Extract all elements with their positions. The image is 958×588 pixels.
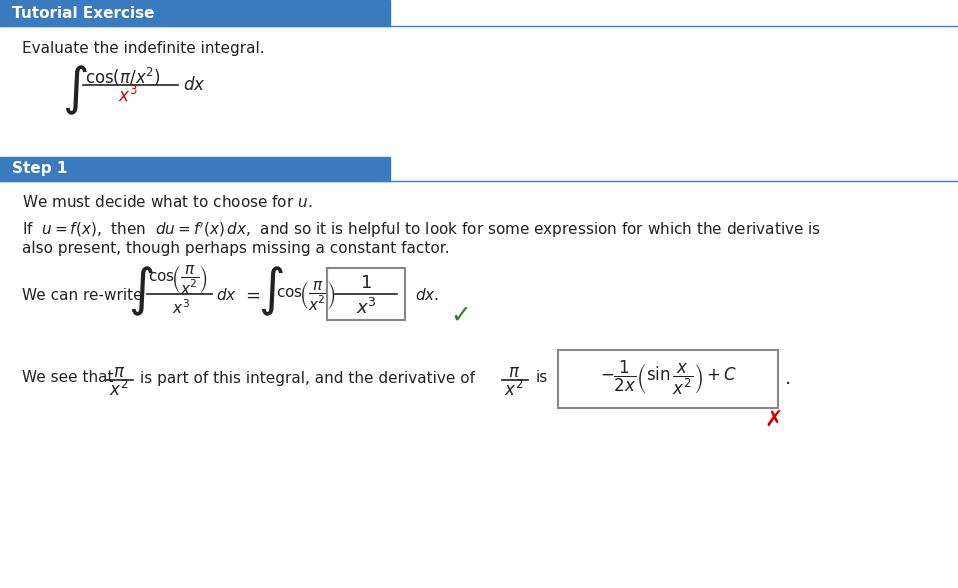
Text: is part of this integral, and the derivative of: is part of this integral, and the deriva…	[140, 370, 475, 386]
Text: Evaluate the indefinite integral.: Evaluate the indefinite integral.	[22, 41, 264, 55]
Text: Tutorial Exercise: Tutorial Exercise	[12, 5, 154, 21]
Text: We must decide what to choose for $u$.: We must decide what to choose for $u$.	[22, 194, 312, 210]
Text: $1$: $1$	[360, 274, 372, 292]
Text: ✗: ✗	[764, 410, 784, 430]
Text: $\int$: $\int$	[62, 64, 88, 117]
Text: Step 1: Step 1	[12, 162, 67, 176]
Text: $-\dfrac{1}{2x}\left(\sin\dfrac{x}{x^2}\right)+C$: $-\dfrac{1}{2x}\left(\sin\dfrac{x}{x^2}\…	[600, 359, 737, 397]
Bar	[558, 350, 778, 408]
Text: $\pi$: $\pi$	[113, 363, 125, 381]
Text: We can re-write: We can re-write	[22, 288, 143, 302]
Text: $\mathrm{cos}(\pi/x^2)$: $\mathrm{cos}(\pi/x^2)$	[85, 66, 161, 88]
Text: $dx$: $dx$	[183, 76, 206, 94]
Text: $x^3$: $x^3$	[355, 298, 376, 318]
Text: $x^3$: $x^3$	[118, 86, 138, 106]
Text: $dx.$: $dx.$	[415, 287, 439, 303]
Text: $x^2$: $x^2$	[504, 380, 524, 400]
Text: $dx$: $dx$	[216, 287, 237, 303]
Text: is: is	[536, 370, 548, 386]
Bar	[0, 157, 390, 181]
Text: We see that: We see that	[22, 370, 113, 386]
Text: $\pi$: $\pi$	[508, 363, 520, 381]
Text: $=$: $=$	[242, 286, 261, 304]
Text: $\int$: $\int$	[258, 264, 284, 318]
Text: $x^2$: $x^2$	[109, 380, 128, 400]
Text: $\mathrm{cos}\!\left(\dfrac{\pi}{x^2}\right)$: $\mathrm{cos}\!\left(\dfrac{\pi}{x^2}\ri…	[276, 279, 336, 312]
Bar	[327, 268, 405, 320]
Text: $\int$: $\int$	[128, 264, 153, 318]
Bar	[0, 0, 390, 26]
Text: $\mathrm{cos}\!\left(\dfrac{\pi}{x^2}\right)$: $\mathrm{cos}\!\left(\dfrac{\pi}{x^2}\ri…	[148, 263, 208, 296]
Text: ✓: ✓	[450, 304, 471, 328]
Text: $x^3$: $x^3$	[172, 299, 190, 318]
Text: If  $u = f(x)$,  then  $du = f'(x)\,dx$,  and so it is helpful to look for some : If $u = f(x)$, then $du = f'(x)\,dx$, an…	[22, 220, 821, 240]
Text: also present, though perhaps missing a constant factor.: also present, though perhaps missing a c…	[22, 240, 449, 256]
Text: .: .	[785, 369, 791, 387]
